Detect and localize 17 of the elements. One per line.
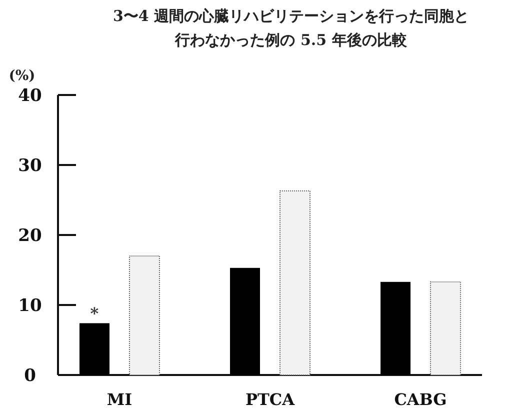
bar	[280, 190, 310, 376]
y-tick-label: 20	[18, 226, 42, 246]
y-axis-title: (%)	[8, 68, 36, 84]
bar	[430, 281, 462, 376]
bar	[230, 268, 260, 375]
y-tick-label: 0	[24, 366, 36, 386]
x-tick-label: CABG	[394, 390, 447, 409]
chart-title: 3〜4 週間の心臓リハビリテーションを行った同胞と行わなかった例の 5.5 年後の比較	[112, 6, 470, 51]
y-tick-label: 30	[18, 156, 42, 176]
bar	[128, 256, 160, 376]
bar	[79, 323, 110, 375]
y-tick-label: 40	[18, 86, 42, 106]
x-tick-label: PTCA	[245, 390, 296, 409]
x-tick-label: MI	[106, 390, 132, 409]
bar	[380, 282, 411, 375]
y-tick-label: 10	[18, 296, 42, 316]
annotation: *	[90, 304, 100, 324]
